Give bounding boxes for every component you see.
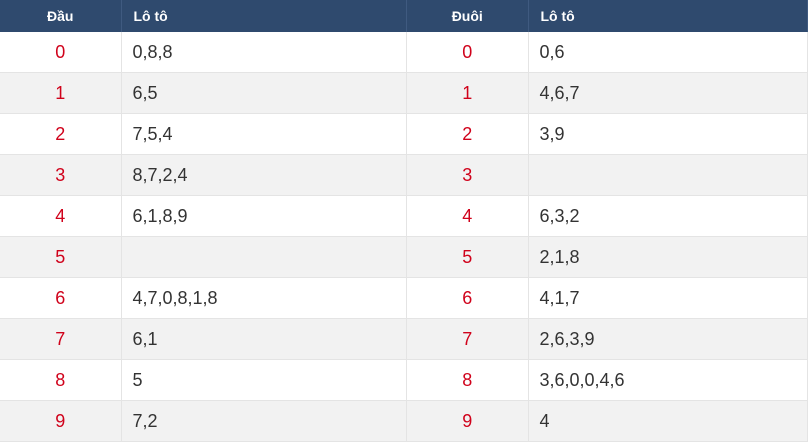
dau-digit-cell: 9 bbox=[0, 400, 122, 442]
duoi-row: 7 2,6,3,9 bbox=[407, 318, 808, 360]
duoi-row: 5 2,1,8 bbox=[407, 236, 808, 278]
duoi-digit-cell: 5 bbox=[407, 236, 529, 278]
dau-loto-cell: 6,5 bbox=[121, 72, 407, 114]
dau-digit-cell: 8 bbox=[0, 359, 122, 401]
duoi-digit-cell: 6 bbox=[407, 277, 529, 319]
duoi-row: 0 0,6 bbox=[407, 32, 808, 73]
dau-loto-cell: 6,1 bbox=[121, 318, 407, 360]
duoi-row: 1 4,6,7 bbox=[407, 72, 808, 114]
dau-table-body: 0 0,8,8 1 6,5 2 7,5,4 3 8,7,2,4 4 6,1,8,9 5 6 4,7,0,… bbox=[0, 32, 407, 442]
dau-header-digit: Đầu bbox=[0, 0, 122, 32]
duoi-digit-cell: 3 bbox=[407, 154, 529, 196]
dau-loto-cell: 5 bbox=[121, 359, 407, 401]
duoi-row: 4 6,3,2 bbox=[407, 195, 808, 237]
duoi-digit-cell: 7 bbox=[407, 318, 529, 360]
dau-loto-cell: 7,5,4 bbox=[121, 113, 407, 155]
dau-digit-cell: 4 bbox=[0, 195, 122, 237]
duoi-loto-cell: 6,3,2 bbox=[528, 195, 808, 237]
dau-loto-cell: 8,7,2,4 bbox=[121, 154, 407, 196]
dau-digit-cell: 6 bbox=[0, 277, 122, 319]
dau-row: 2 7,5,4 bbox=[0, 113, 407, 155]
duoi-loto-cell bbox=[528, 154, 808, 196]
duoi-loto-cell: 0,6 bbox=[528, 32, 808, 73]
duoi-loto-cell: 4,6,7 bbox=[528, 72, 808, 114]
duoi-header-digit: Đuôi bbox=[407, 0, 529, 32]
dau-digit-cell: 1 bbox=[0, 72, 122, 114]
duoi-table-header: Đuôi Lô tô bbox=[407, 0, 808, 32]
duoi-loto-cell: 2,1,8 bbox=[528, 236, 808, 278]
dau-loto-cell: 7,2 bbox=[121, 400, 407, 442]
duoi-table-body: 0 0,6 1 4,6,7 2 3,9 3 4 6,3,2 5 2,1,8 6 4,1,7 7 2,6,3,… bbox=[407, 32, 808, 442]
dau-table-header: Đầu Lô tô bbox=[0, 0, 407, 32]
duoi-loto-cell: 4 bbox=[528, 400, 808, 442]
dau-row: 1 6,5 bbox=[0, 72, 407, 114]
dau-digit-cell: 2 bbox=[0, 113, 122, 155]
dau-digit-cell: 0 bbox=[0, 32, 122, 73]
dau-row: 0 0,8,8 bbox=[0, 32, 407, 73]
dau-row: 5 bbox=[0, 236, 407, 278]
dau-loto-cell bbox=[121, 236, 407, 278]
dau-header-loto: Lô tô bbox=[121, 0, 407, 32]
duoi-loto-cell: 4,1,7 bbox=[528, 277, 808, 319]
dau-row: 3 8,7,2,4 bbox=[0, 154, 407, 196]
dau-digit-cell: 7 bbox=[0, 318, 122, 360]
dau-row: 6 4,7,0,8,1,8 bbox=[0, 277, 407, 319]
dau-loto-cell: 0,8,8 bbox=[121, 32, 407, 73]
dau-loto-cell: 6,1,8,9 bbox=[121, 195, 407, 237]
duoi-digit-cell: 1 bbox=[407, 72, 529, 114]
duoi-row: 3 bbox=[407, 154, 808, 196]
dau-row: 7 6,1 bbox=[0, 318, 407, 360]
duoi-row: 8 3,6,0,0,4,6 bbox=[407, 359, 808, 401]
duoi-digit-cell: 4 bbox=[407, 195, 529, 237]
duoi-digit-cell: 0 bbox=[407, 32, 529, 73]
dau-digit-cell: 3 bbox=[0, 154, 122, 196]
dau-row: 4 6,1,8,9 bbox=[0, 195, 407, 237]
duoi-digit-cell: 8 bbox=[407, 359, 529, 401]
dau-digit-cell: 5 bbox=[0, 236, 122, 278]
duoi-row: 6 4,1,7 bbox=[407, 277, 808, 319]
duoi-loto-cell: 3,9 bbox=[528, 113, 808, 155]
duoi-table: Đuôi Lô tô 0 0,6 1 4,6,7 2 3,9 3 4 6,3,2 5 2,1,8 6 4… bbox=[407, 0, 808, 442]
duoi-header-loto: Lô tô bbox=[528, 0, 808, 32]
duoi-digit-cell: 9 bbox=[407, 400, 529, 442]
dau-table: Đầu Lô tô 0 0,8,8 1 6,5 2 7,5,4 3 8,7,2,4 4 6,1,8… bbox=[0, 0, 407, 442]
duoi-row: 2 3,9 bbox=[407, 113, 808, 155]
duoi-loto-cell: 3,6,0,0,4,6 bbox=[528, 359, 808, 401]
duoi-digit-cell: 2 bbox=[407, 113, 529, 155]
duoi-loto-cell: 2,6,3,9 bbox=[528, 318, 808, 360]
dau-row: 9 7,2 bbox=[0, 400, 407, 442]
dau-loto-cell: 4,7,0,8,1,8 bbox=[121, 277, 407, 319]
